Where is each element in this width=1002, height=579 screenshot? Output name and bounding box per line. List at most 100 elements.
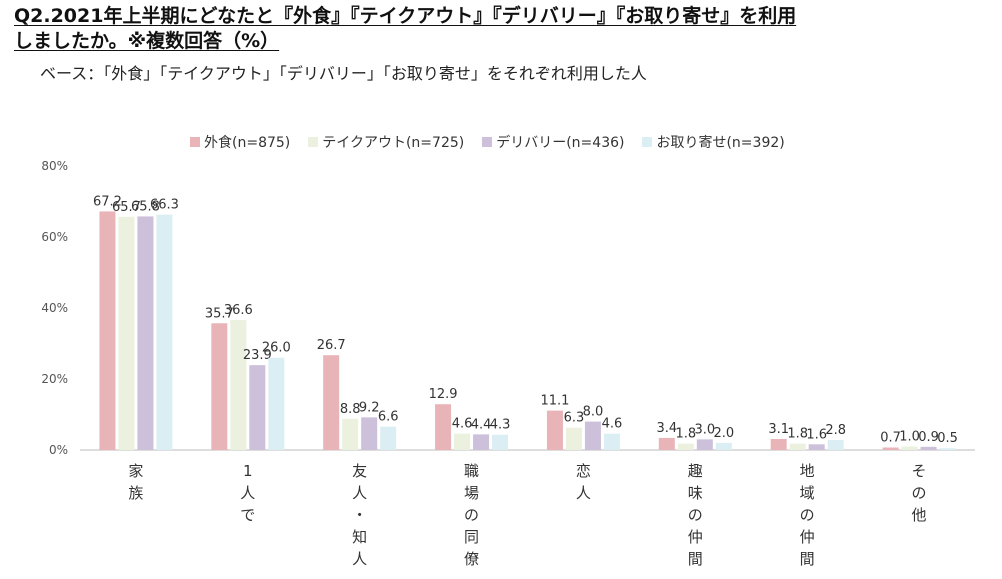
- legend-item-1: テイクアウト(n=725): [308, 132, 464, 152]
- bar: [156, 214, 173, 450]
- data-label: 6.3: [564, 411, 585, 426]
- category-label: で: [240, 506, 255, 524]
- data-label: 8.0: [583, 405, 604, 420]
- bar: [789, 443, 806, 450]
- bar: [603, 433, 620, 450]
- category-label: 他: [912, 506, 927, 524]
- data-label: 3.4: [656, 421, 677, 436]
- bar: [99, 211, 116, 450]
- bar: [827, 440, 844, 450]
- legend-label: 外食(n=875): [204, 135, 291, 151]
- legend-swatch: [642, 137, 653, 147]
- data-label: 6.6: [378, 410, 399, 425]
- data-label: 1.8: [787, 427, 808, 442]
- category-label: 友: [352, 462, 367, 480]
- data-label: 1.0: [899, 429, 920, 444]
- category-label: そ: [912, 462, 927, 480]
- legend-item-3: お取り寄せ(n=392): [642, 132, 785, 152]
- y-tick-label: 0%: [49, 443, 68, 457]
- bar: [808, 444, 825, 450]
- category-label: 職: [464, 462, 479, 480]
- data-label: 65.8: [131, 199, 160, 214]
- data-label: 4.6: [602, 417, 623, 432]
- bar: [677, 443, 694, 450]
- data-label: 9.2: [359, 400, 380, 415]
- category-label: 人: [576, 484, 591, 502]
- bar: [882, 447, 899, 450]
- y-tick-label: 60%: [41, 230, 68, 244]
- title-line-2: しましたか。※複数回答（%）: [14, 30, 280, 52]
- data-label: 4.4: [471, 417, 492, 432]
- legend-swatch: [308, 137, 319, 147]
- category-label: の: [912, 484, 927, 502]
- category-label: 場: [464, 484, 479, 502]
- category-label: 人: [352, 484, 367, 502]
- category-label: 仲: [688, 528, 703, 546]
- data-label: 8.8: [340, 402, 361, 417]
- legend-item-2: デリバリー(n=436): [482, 132, 624, 152]
- category-label: 間: [800, 550, 815, 568]
- bar: [584, 421, 601, 450]
- bar: [770, 438, 787, 450]
- category-label: 地: [800, 462, 815, 480]
- category-label: の: [800, 506, 815, 524]
- bar: [920, 446, 937, 450]
- bar: [454, 433, 471, 450]
- category-label: の: [464, 506, 479, 524]
- category-label: 趣: [688, 462, 703, 480]
- bar: [342, 418, 359, 450]
- bar: [380, 426, 397, 450]
- category-label: 域: [800, 484, 815, 502]
- bar: [323, 355, 340, 450]
- data-label: 26.0: [262, 341, 291, 356]
- category-label: 仲: [800, 528, 815, 546]
- category-label: の: [688, 506, 703, 524]
- category-label: 知: [352, 528, 367, 546]
- data-label: 67.2: [93, 194, 122, 209]
- bar: [546, 410, 563, 450]
- category-label: 家: [128, 462, 143, 480]
- base-description: ベース：「外食」「テイクアウト」「デリバリー」「お取り寄せ」をそれぞれ利用した人: [40, 64, 647, 83]
- bar: [715, 442, 732, 450]
- bar: [137, 216, 154, 450]
- category-label: ・: [352, 506, 367, 524]
- legend-label: デリバリー(n=436): [496, 135, 625, 151]
- data-label: 35.7: [205, 306, 234, 321]
- bar: [473, 434, 490, 450]
- data-label: 1.8: [675, 427, 696, 442]
- data-label: 11.1: [540, 394, 569, 409]
- category-label: 族: [128, 484, 143, 502]
- data-label: 1.6: [806, 427, 827, 442]
- data-label: 23.9: [243, 348, 272, 363]
- legend-item-0: 外食(n=875): [190, 132, 290, 152]
- bar: [249, 365, 266, 450]
- data-label: 26.7: [317, 338, 346, 353]
- bar: [696, 439, 713, 450]
- legend-label: お取り寄せ(n=392): [656, 135, 785, 151]
- bar: [939, 448, 956, 450]
- bar: [658, 437, 675, 450]
- category-label: 人: [240, 484, 255, 502]
- y-tick-label: 80%: [41, 159, 68, 173]
- data-label: 3.1: [768, 422, 789, 437]
- bar: [211, 323, 228, 450]
- data-label: 0.5: [937, 431, 958, 446]
- category-label: 1: [243, 462, 253, 480]
- y-tick-label: 40%: [41, 301, 68, 315]
- data-label: 2.8: [825, 423, 846, 438]
- y-tick-label: 20%: [41, 372, 68, 386]
- data-label: 66.3: [150, 198, 179, 213]
- bar: [230, 320, 247, 450]
- category-label: 恋: [576, 462, 591, 480]
- data-label: 4.6: [452, 417, 473, 432]
- bar: [435, 404, 452, 450]
- data-label: 4.3: [490, 418, 511, 433]
- data-label: 0.7: [880, 431, 901, 446]
- bar: [361, 417, 378, 450]
- data-label: 12.9: [429, 387, 458, 402]
- title-line-1: Q2.2021年上半期にどなたと『外食』『テイクアウト』『デリバリー』『お取り寄…: [14, 5, 797, 27]
- data-label: 36.6: [224, 303, 253, 318]
- data-label: 65.7: [112, 200, 141, 215]
- chart-title: Q2.2021年上半期にどなたと『外食』『テイクアウト』『デリバリー』『お取り寄…: [14, 4, 974, 54]
